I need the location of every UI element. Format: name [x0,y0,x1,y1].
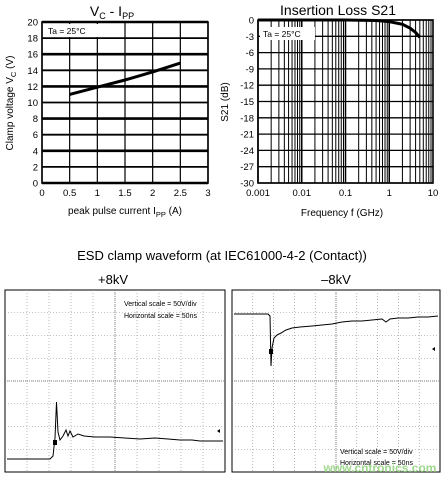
s21-x-tick-label: 0.1 [339,188,352,199]
vc-ipp-gridlines [41,20,209,185]
vc-ipp-series-line [69,61,181,96]
vc-ipp-plot-frame [41,21,209,184]
scope-negative-trigger-marker [269,349,273,354]
vc-ipp-y-tick-label: 4 [33,146,38,157]
vc-ipp-x-tick-label: 1 [95,188,100,199]
s21-y-tick-label: -15 [240,97,254,108]
vc-ipp-x-tick-label: 3 [205,188,210,199]
s21-y-tick-label: -27 [240,162,254,173]
scope-negative-grid [232,290,440,472]
s21-y-tick-label: -21 [240,130,254,141]
scope-negative-vertical-scale: Vertical scale = 50V/div [340,449,413,456]
s21-chart: Insertion Loss S21 0 -3 -6 -9 -12 -15 -18 -21 -2… [220,2,438,219]
s21-x-label: Frequency f (GHz) [301,208,383,219]
s21-x-tick-label: 0.001 [246,188,270,199]
vc-ipp-y-tick-label: 14 [27,66,38,77]
s21-annotation-box: Ta = 25°C [260,27,315,40]
s21-series-line [258,18,421,39]
s21-annotation: Ta = 25°C [263,29,301,39]
s21-y-tick-label: -9 [246,64,254,75]
s21-y-label: S21 (dB) [220,82,231,121]
vc-ipp-x-tick-label: 0.5 [63,188,76,199]
esd-scope-negative: –8kV Vertical scale = 50V/div Horizontal… [231,272,441,473]
vc-ipp-chart: VC - IPP 0 2 4 6 8 10 12 14 16 18 20 0 0.5 1 1.5 2 2.5 3… [5,3,211,219]
vc-ipp-y-ticks: 0 2 4 6 8 10 12 14 16 18 20 [27,18,38,190]
s21-y-ticks: 0 -3 -6 -9 -12 -15 -18 -21 -24 -27 -30 [240,16,254,190]
scope-negative-level-marker [432,347,435,351]
scope-positive-vertical-scale: Vertical scale = 50V/div [124,301,197,308]
vc-ipp-x-label: peak pulse current IPP (A) [68,206,182,219]
s21-y-tick-label: 0 [249,16,254,27]
s21-x-tick-label: 0.01 [293,188,312,199]
vc-ipp-annotation-box: Ta = 25°C [44,24,100,37]
scope-positive-level-marker [217,429,220,433]
vc-ipp-y-tick-label: 12 [27,82,38,93]
vc-ipp-y-label: Clamp voltage VC (V) [5,56,18,151]
vc-ipp-x-tick-label: 2.5 [174,188,187,199]
vc-ipp-y-tick-label: 16 [27,50,38,61]
vc-ipp-y-tick-label: 20 [27,18,38,29]
scope-positive-grid [5,290,225,472]
scope-positive-horizontal-scale: Horizontal scale = 50ns [124,313,197,320]
vc-ipp-annotation: Ta = 25°C [48,26,86,36]
vc-ipp-y-tick-label: 18 [27,34,38,45]
vc-ipp-x-tick-label: 0 [39,188,44,199]
scope-positive-trigger-marker [53,440,57,445]
s21-gridlines [257,19,433,184]
esd-section-title: ESD clamp waveform (at IEC61000-4-2 (Con… [77,248,367,263]
scope-negative-trace [234,313,439,367]
s21-y-tick-label: -30 [240,179,254,190]
vc-ipp-title: VC - IPP [90,3,134,21]
s21-x-tick-label: 10 [428,188,439,199]
esd-negative-label: –8kV [321,272,351,287]
esd-scope-positive: +8kV Vertical scale = 50V/div Horizontal… [4,272,226,473]
s21-title: Insertion Loss S21 [280,2,396,18]
vc-ipp-y-tick-label: 10 [27,98,38,109]
s21-y-tick-label: -24 [240,146,254,157]
s21-x-ticks: 0.001 0.01 0.1 1 10 [246,188,438,199]
s21-x-tick-label: 1 [387,188,392,199]
s21-y-tick-label: -6 [246,48,254,59]
s21-y-tick-label: -3 [246,32,254,43]
vc-ipp-x-tick-label: 2 [150,188,155,199]
vc-ipp-x-tick-label: 1.5 [118,188,131,199]
vc-ipp-y-tick-label: 8 [33,114,38,125]
scope-positive-trace [7,401,223,460]
esd-positive-label: +8kV [98,272,128,287]
vc-ipp-y-tick-label: 0 [33,179,38,190]
vc-ipp-y-tick-label: 2 [33,162,38,173]
vc-ipp-y-tick-label: 6 [33,130,38,141]
s21-y-tick-label: -12 [240,81,254,92]
watermark-text: www.cntronics.com [323,461,437,475]
scope-negative-horizontal-scale: Horizontal scale = 50ns [340,460,413,467]
s21-y-tick-label: -18 [240,113,254,124]
vc-ipp-x-ticks: 0 0.5 1 1.5 2 2.5 3 [39,188,210,199]
